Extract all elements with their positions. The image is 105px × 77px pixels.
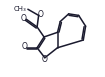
Text: O: O: [41, 55, 47, 64]
Text: O: O: [21, 14, 27, 23]
Text: O: O: [38, 10, 44, 19]
Text: CH₃: CH₃: [13, 6, 26, 12]
Text: O: O: [22, 43, 28, 51]
